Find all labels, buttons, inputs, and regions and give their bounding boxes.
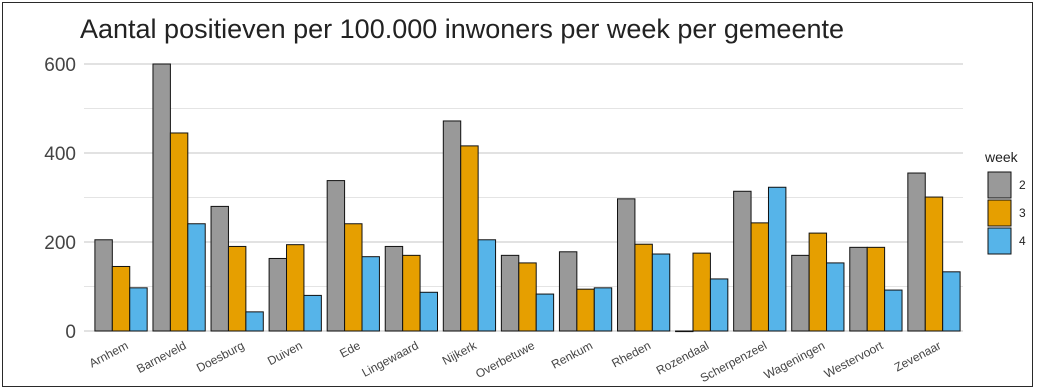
- bar-lingewaard-week-4: [419, 291, 438, 332]
- x-tick-label: Renkum: [549, 338, 595, 371]
- bar-renkum-week-4: [593, 287, 613, 332]
- legend-label: 2: [1019, 178, 1026, 192]
- bar-ede-week-2: [326, 180, 346, 332]
- bar-renkum-week-2: [558, 251, 578, 332]
- bar-zevenaar-week-4: [942, 271, 961, 332]
- bar-overbetuwe-week-3: [518, 262, 537, 332]
- bar-rheden-week-2: [617, 198, 636, 332]
- x-tick-label: Scherpenzeel: [698, 338, 769, 385]
- bar-nijkerk-week-3: [460, 145, 479, 332]
- bar-doesburg-week-3: [227, 245, 247, 332]
- x-tick-label: Nijkerk: [440, 338, 480, 368]
- bar-doesburg-week-2: [210, 205, 229, 332]
- bar-overbetuwe-week-4: [535, 293, 555, 332]
- bar-rozendaal-week-2: [675, 330, 694, 333]
- bar-arnhem-week-4: [129, 287, 148, 332]
- bar-doesburg-week-4: [245, 311, 264, 332]
- bar-ede-week-3: [344, 223, 363, 332]
- bar-nijkerk-week-4: [477, 239, 497, 332]
- x-axis-ticks: Arnhem Barneveld Doesburg Duiven EdeLingewaa…: [87, 338, 944, 385]
- bar-duiven-week-4: [303, 294, 322, 332]
- bar-rozendaal-week-4: [709, 278, 729, 332]
- bar-overbetuwe-week-2: [500, 254, 520, 332]
- y-tick-label: 200: [44, 233, 76, 254]
- bar-duiven-week-3: [286, 244, 305, 332]
- bar-barneveld-week-4: [187, 223, 206, 332]
- x-tick-label: Rheden: [609, 338, 653, 370]
- bar-westervoort-week-2: [849, 246, 868, 332]
- bar-arnhem-week-2: [94, 239, 113, 332]
- bar-lingewaard-week-3: [402, 254, 421, 332]
- legend-key-week-2: [987, 171, 1012, 199]
- bar-duiven-week-2: [268, 257, 288, 332]
- bar-renkum-week-3: [576, 288, 595, 332]
- x-tick-label: Arnhem: [87, 338, 131, 370]
- chart-title: Aantal positieven per 100.000 inwoners p…: [80, 14, 844, 44]
- legend-label: 3: [1019, 206, 1026, 220]
- x-tick-label: Lingewaard: [359, 338, 420, 379]
- bar-wageningen-week-4: [826, 262, 845, 332]
- x-tick-label: Duiven: [265, 338, 305, 368]
- bar-wageningen-week-3: [808, 232, 828, 332]
- bar-rheden-week-3: [634, 243, 653, 332]
- y-tick-label: 600: [44, 55, 76, 76]
- y-axis-ticks: 0 200 400 600: [44, 55, 76, 343]
- bar-wageningen-week-2: [791, 254, 810, 332]
- bar-zevenaar-week-2: [907, 172, 926, 332]
- legend-title: week: [984, 149, 1019, 165]
- legend-key-week-3: [987, 199, 1012, 227]
- bar-zevenaar-week-3: [924, 196, 944, 332]
- bar-barneveld-week-3: [169, 132, 189, 332]
- legend-label: 4: [1019, 234, 1026, 248]
- legend-key-week-4: [987, 227, 1012, 255]
- y-tick-label: 0: [65, 322, 76, 343]
- x-tick-label: Zevenaar: [892, 338, 943, 374]
- bar-rozendaal-week-3: [692, 252, 711, 332]
- bar-rheden-week-4: [651, 253, 671, 332]
- x-tick-label: Ede: [337, 338, 363, 361]
- bar-nijkerk-week-2: [442, 120, 462, 332]
- bar-westervoort-week-3: [866, 246, 886, 332]
- bar-arnhem-week-3: [111, 265, 131, 332]
- bar-scherpenzeel-week-3: [750, 222, 769, 332]
- x-tick-label: Doesburg: [194, 338, 247, 375]
- bars: [94, 63, 961, 333]
- bar-ede-week-4: [361, 256, 380, 332]
- x-tick-label: Westervoort: [822, 338, 886, 381]
- x-tick-label: Wageningen: [762, 338, 828, 382]
- x-tick-label: Overbetuwe: [473, 338, 537, 381]
- bar-scherpenzeel-week-4: [767, 186, 787, 332]
- bar-westervoort-week-4: [884, 289, 903, 332]
- y-tick-label: 400: [44, 144, 76, 165]
- x-tick-label: Barneveld: [134, 338, 188, 376]
- bar-lingewaard-week-2: [384, 245, 404, 332]
- bar-barneveld-week-2: [152, 63, 171, 332]
- bar-scherpenzeel-week-2: [733, 190, 752, 332]
